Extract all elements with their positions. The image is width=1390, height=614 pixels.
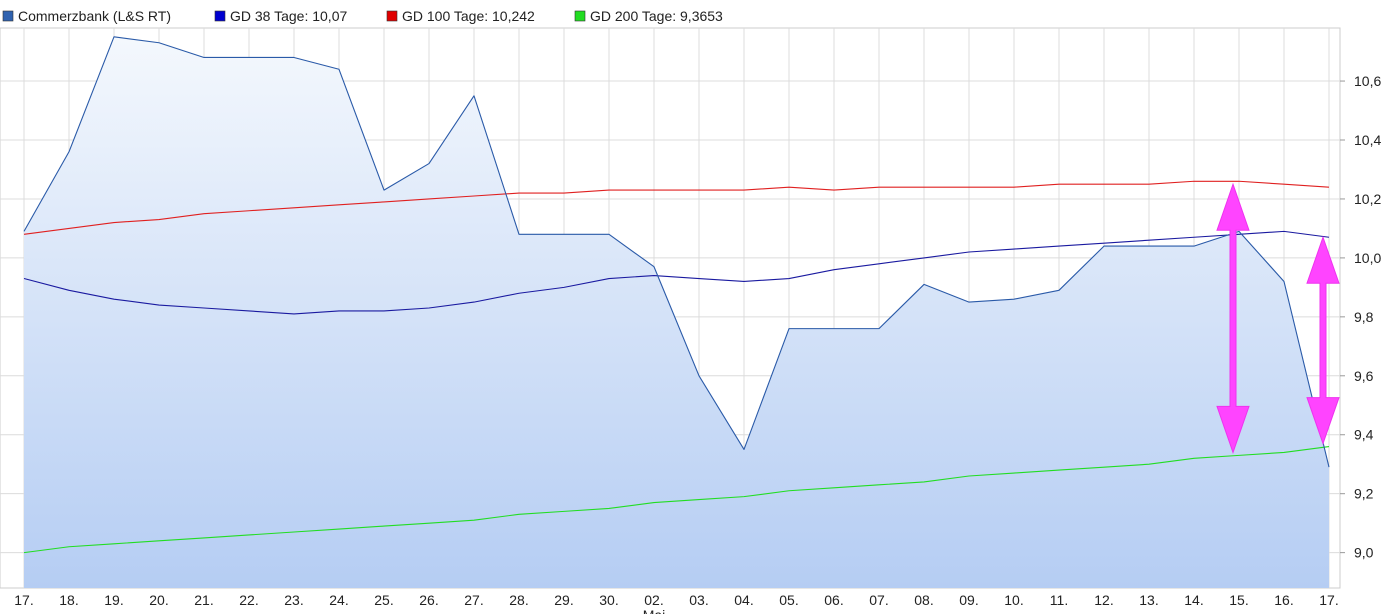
price-area xyxy=(24,36,1329,589)
x-tick-label: 05. xyxy=(779,592,798,608)
y-tick-label: 9,6 xyxy=(1354,368,1374,384)
y-tick-label: 9,8 xyxy=(1354,309,1374,325)
x-tick-label: 10. xyxy=(1004,592,1023,608)
legend-label: GD 200 Tage: 9,3653 xyxy=(590,8,723,24)
x-tick-label: 02. xyxy=(644,592,663,608)
legend-swatch xyxy=(574,10,586,22)
x-group-label: Mai xyxy=(643,607,666,614)
x-tick-label: 13. xyxy=(1139,592,1158,608)
x-tick-label: 29. xyxy=(554,592,573,608)
annotations xyxy=(1216,182,1340,454)
legend-label: GD 100 Tage: 10,242 xyxy=(402,8,535,24)
legend: Commerzbank (L&S RT) GD 38 Tage: 10,07 GD … xyxy=(2,8,723,24)
y-tick-label: 9,0 xyxy=(1354,545,1374,561)
x-tick-label: 23. xyxy=(284,592,303,608)
series-line xyxy=(23,445,1330,554)
x-tick-label: 22. xyxy=(239,592,258,608)
x-tick-label: 12. xyxy=(1094,592,1113,608)
x-tick-label: 08. xyxy=(914,592,933,608)
x-tick-label: 03. xyxy=(689,592,708,608)
x-tick-label: 18. xyxy=(59,592,78,608)
x-tick-label: 21. xyxy=(194,592,213,608)
y-tick-label: 9,2 xyxy=(1354,486,1374,502)
area-fill xyxy=(24,36,1329,589)
y-axis: 9,0 9,2 9,4 9,6 9,8 10,0 10,2 10,4 10,6 xyxy=(1340,73,1381,561)
y-tick-label: 10,2 xyxy=(1354,191,1381,207)
legend-label: GD 38 Tage: 10,07 xyxy=(230,8,347,24)
double-arrow-annotation xyxy=(1216,182,1250,454)
x-tick-label: 17. xyxy=(1319,592,1338,608)
series-lines xyxy=(23,36,1330,554)
x-tick-label: 28. xyxy=(509,592,528,608)
legend-swatch xyxy=(214,10,226,22)
series-line xyxy=(23,230,1330,315)
x-tick-label: 04. xyxy=(734,592,753,608)
y-tick-label: 10,4 xyxy=(1354,132,1381,148)
x-tick-label: 14. xyxy=(1184,592,1203,608)
x-tick-label: 07. xyxy=(869,592,888,608)
legend-swatch xyxy=(386,10,398,22)
x-axis: 17. 18. 19. 20. 21. 22. 23. 24. 25. 26. 27. 28. 29. 3… xyxy=(14,592,1338,614)
x-tick-label: 30. xyxy=(599,592,618,608)
legend-swatch xyxy=(2,10,14,22)
x-tick-label: 24. xyxy=(329,592,348,608)
x-tick-label: 26. xyxy=(419,592,438,608)
x-tick-label: 27. xyxy=(464,592,483,608)
x-tick-label: 17. xyxy=(14,592,33,608)
x-tick-label: 09. xyxy=(959,592,978,608)
x-tick-label: 19. xyxy=(104,592,123,608)
x-tick-label: 15. xyxy=(1229,592,1248,608)
double-arrow-annotation xyxy=(1306,235,1340,446)
x-tick-label: 20. xyxy=(149,592,168,608)
x-tick-label: 25. xyxy=(374,592,393,608)
legend-label: Commerzbank (L&S RT) xyxy=(18,8,171,24)
x-tick-label: 06. xyxy=(824,592,843,608)
y-tick-label: 10,0 xyxy=(1354,250,1381,266)
y-tick-label: 10,6 xyxy=(1354,73,1381,89)
series-line xyxy=(23,36,1330,468)
x-tick-label: 16. xyxy=(1274,592,1293,608)
y-tick-label: 9,4 xyxy=(1354,427,1374,443)
x-tick-label: 11. xyxy=(1050,592,1068,608)
series-line xyxy=(23,180,1330,235)
